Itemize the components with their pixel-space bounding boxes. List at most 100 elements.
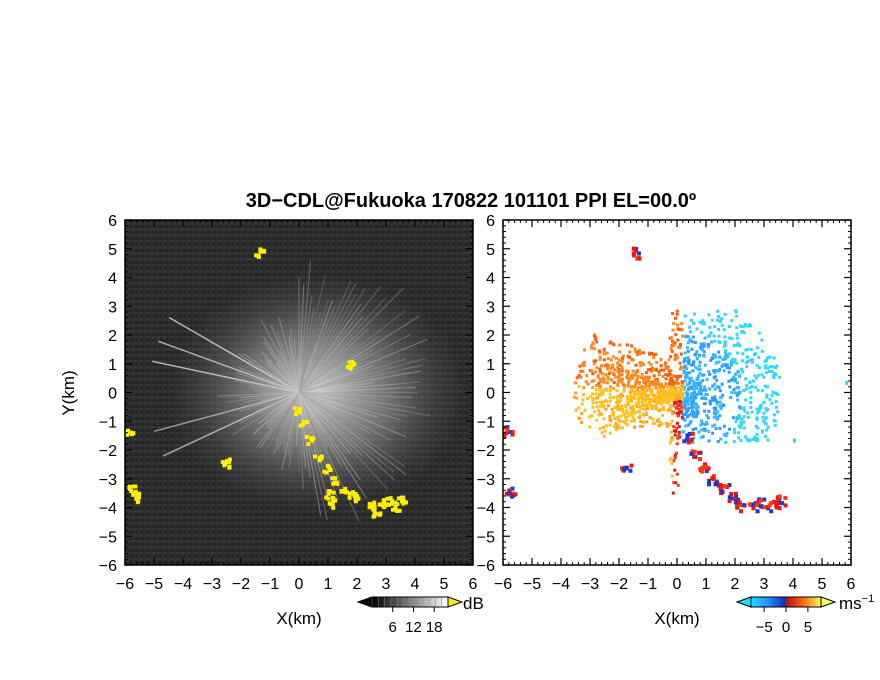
velocity-pixel <box>749 401 753 405</box>
x-tick-label: 6 <box>469 576 478 593</box>
high-reflectivity-pixel <box>256 254 261 259</box>
velocity-pixel <box>685 382 689 386</box>
velocity-pixel <box>764 505 769 510</box>
high-reflectivity-pixel <box>393 506 398 511</box>
velocity-pixel <box>697 392 701 396</box>
velocity-pixel <box>733 391 737 395</box>
echo-ray <box>261 351 300 393</box>
velocity-pixel <box>750 410 754 414</box>
velocity-pixel <box>702 321 706 325</box>
velocity-pixel <box>793 438 796 443</box>
velocity-pixel <box>717 369 721 373</box>
velocity-pixel <box>717 334 721 338</box>
velocity-pixel <box>766 366 770 370</box>
echo-ray <box>275 362 300 393</box>
velocity-pixel <box>727 495 732 500</box>
velocity-pixel <box>730 378 734 382</box>
echo-ray <box>298 280 352 393</box>
reflectivity-colorbar: 6 12 18 dB <box>356 594 484 636</box>
velocity-pixel <box>600 401 604 405</box>
velocity-pixel <box>695 404 699 408</box>
echo-ray <box>280 392 300 428</box>
velocity-pixel <box>673 468 677 472</box>
velocity-pixel <box>593 347 597 351</box>
velocity-pixel <box>617 400 621 404</box>
velocity-pixel <box>757 366 761 370</box>
velocity-pixel <box>636 374 640 378</box>
velocity-pixel <box>673 341 677 345</box>
velocity-pixel <box>574 381 578 385</box>
velocity-pixel <box>617 358 621 362</box>
velocity-pixel <box>650 397 654 401</box>
velocity-pixel <box>661 395 665 399</box>
velocity-pixel <box>713 382 717 386</box>
velocity-pixel <box>670 344 674 348</box>
velocity-pixel <box>724 434 728 438</box>
echo-ray <box>296 392 300 446</box>
velocity-pixel <box>510 429 515 434</box>
velocity-pixel <box>705 393 709 397</box>
velocity-pixel <box>636 390 640 394</box>
high-reflectivity-pixel <box>137 491 142 496</box>
velocity-pixel <box>640 425 644 429</box>
velocity-pixel <box>742 331 746 335</box>
velocity-pixel <box>626 373 630 377</box>
velocity-pixel <box>644 385 648 389</box>
velocity-pixel <box>603 388 607 392</box>
echo-ray <box>253 392 300 435</box>
velocity-pixel <box>692 312 696 316</box>
velocity-pixel <box>616 382 620 386</box>
velocity-pixel <box>700 465 705 470</box>
velocity-pixel <box>707 313 711 317</box>
velocity-pixel <box>739 426 743 430</box>
high-reflectivity-pixel <box>220 460 225 465</box>
velocity-pixel <box>632 392 636 396</box>
velocity-pixel <box>620 360 624 364</box>
velocity-pixel <box>685 399 689 403</box>
velocity-pixel <box>622 389 626 393</box>
velocity-pixel <box>621 354 625 358</box>
velocity-pixel <box>770 370 774 374</box>
velocity-pixel <box>761 415 765 419</box>
velocity-pixel <box>579 369 583 373</box>
velocity-pixel <box>633 385 637 389</box>
velocity-pixel <box>743 324 747 328</box>
velocity-pixel <box>738 503 743 508</box>
velocity-colorbar-left-arrow <box>735 596 752 608</box>
velocity-pixel <box>647 384 651 388</box>
velocity-pixel <box>641 397 645 401</box>
high-reflectivity-pixel <box>398 496 403 501</box>
velocity-pixel <box>676 391 680 395</box>
velocity-pixel <box>666 385 670 389</box>
velocity-pixel <box>605 399 609 403</box>
velocity-pixel <box>697 390 701 394</box>
velocity-pixel <box>633 249 638 254</box>
echo-ray <box>264 357 300 393</box>
velocity-pixel <box>600 364 604 368</box>
high-reflectivity-pixel <box>377 502 382 507</box>
velocity-pixel <box>608 392 612 396</box>
velocity-pixel <box>728 427 732 431</box>
velocity-pixel <box>643 390 647 394</box>
velocity-pixel <box>651 421 655 425</box>
velocity-pixel <box>674 375 678 379</box>
velocity-pixel <box>699 392 703 396</box>
velocity-pixel <box>608 396 612 400</box>
velocity-pixel <box>736 370 740 374</box>
velocity-pixel <box>639 392 643 396</box>
velocity-pixel <box>713 408 717 412</box>
echo-streak <box>162 391 300 457</box>
velocity-pixel <box>724 363 728 367</box>
velocity-pixel <box>659 393 663 397</box>
velocity-pixel <box>762 411 766 415</box>
high-reflectivity-pixel <box>330 495 335 500</box>
velocity-pixel <box>735 500 740 505</box>
velocity-pixel <box>670 461 674 465</box>
velocity-pixel <box>592 379 596 383</box>
velocity-pixel <box>662 408 666 412</box>
echo-streak <box>157 340 300 394</box>
velocity-pixel <box>602 435 606 439</box>
high-reflectivity-pixel <box>309 436 314 441</box>
velocity-pixel <box>623 421 627 425</box>
high-reflectivity-pixel <box>334 480 339 485</box>
